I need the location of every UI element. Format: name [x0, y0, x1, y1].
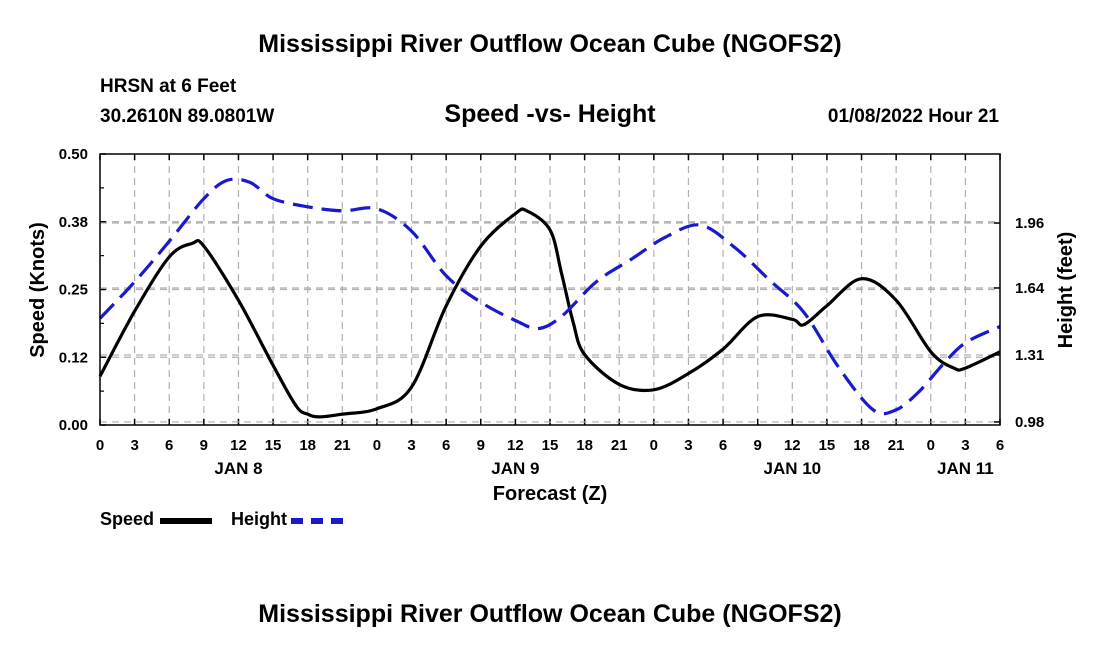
x-day-label: JAN 11 — [937, 459, 994, 478]
x-tick-label: 12 — [507, 437, 524, 454]
y2-tick-label: 1.96 — [1015, 215, 1044, 232]
x-tick-label: 3 — [961, 437, 969, 454]
legend-height-swatch — [291, 518, 343, 524]
x-day-label: JAN 9 — [491, 459, 539, 478]
legend-height-label: Height — [231, 509, 287, 529]
height-series-line — [98, 177, 1001, 416]
x-tick-label: 3 — [684, 437, 692, 454]
y2-tick-label: 0.98 — [1015, 414, 1044, 431]
x-tick-label: 6 — [165, 437, 173, 454]
chart-title: Speed -vs- Height — [444, 100, 656, 128]
y2-tick-label: 1.64 — [1015, 280, 1045, 297]
x-tick-label: 3 — [130, 437, 138, 454]
coordinates-label: 30.2610N 89.0801W — [100, 106, 275, 127]
y-tick-label: 0.50 — [59, 146, 88, 163]
y-tick-label: 0.25 — [59, 282, 88, 299]
x-tick-label: 3 — [407, 437, 415, 454]
x-tick-label: 21 — [611, 437, 628, 454]
y2-tick-label: 1.31 — [1015, 347, 1044, 364]
y-tick-label: 0.12 — [59, 349, 88, 366]
x-tick-label: 18 — [576, 437, 593, 454]
x-tick-label: 6 — [996, 437, 1004, 454]
x-tick-label: 21 — [888, 437, 905, 454]
x-tick-label: 15 — [542, 437, 559, 454]
y-tick-label: 0.00 — [59, 417, 88, 434]
x-tick-label: 21 — [334, 437, 351, 454]
legend-speed-label: Speed — [100, 509, 155, 529]
x-tick-label: 0 — [927, 437, 935, 454]
x-tick-label: 15 — [265, 437, 282, 454]
y2-axis-title: Height (feet) — [1055, 232, 1077, 349]
x-tick-label: 6 — [719, 437, 727, 454]
x-tick-label: 9 — [754, 437, 762, 454]
x-tick-label: 0 — [96, 437, 104, 454]
station-label: HRSN at 6 Feet — [100, 76, 237, 97]
x-day-label: JAN 8 — [214, 459, 262, 478]
x-tick-label: 0 — [650, 437, 658, 454]
forecast-date-label: 01/08/2022 Hour 21 — [827, 106, 999, 127]
x-tick-label: 12 — [230, 437, 247, 454]
x-tick-label: 15 — [819, 437, 836, 454]
legend-speed-swatch — [160, 518, 212, 524]
x-tick-label: 18 — [853, 437, 870, 454]
x-tick-label: 18 — [299, 437, 316, 454]
x-tick-label: 9 — [200, 437, 208, 454]
y-tick-label: 0.38 — [59, 214, 88, 231]
y-axis-title: Speed (Knots) — [27, 222, 49, 358]
x-tick-label: 0 — [373, 437, 381, 454]
x-tick-label: 12 — [784, 437, 801, 454]
x-axis-title: Forecast (Z) — [493, 483, 607, 505]
x-tick-label: 6 — [442, 437, 450, 454]
page-title: Mississippi River Outflow Ocean Cube (NG… — [258, 30, 842, 58]
plot-frame — [99, 153, 1001, 426]
footer-title: Mississippi River Outflow Ocean Cube (NG… — [258, 600, 842, 628]
speed-series-line — [98, 207, 1001, 419]
x-day-label: JAN 10 — [763, 459, 821, 478]
x-tick-label: 9 — [477, 437, 485, 454]
